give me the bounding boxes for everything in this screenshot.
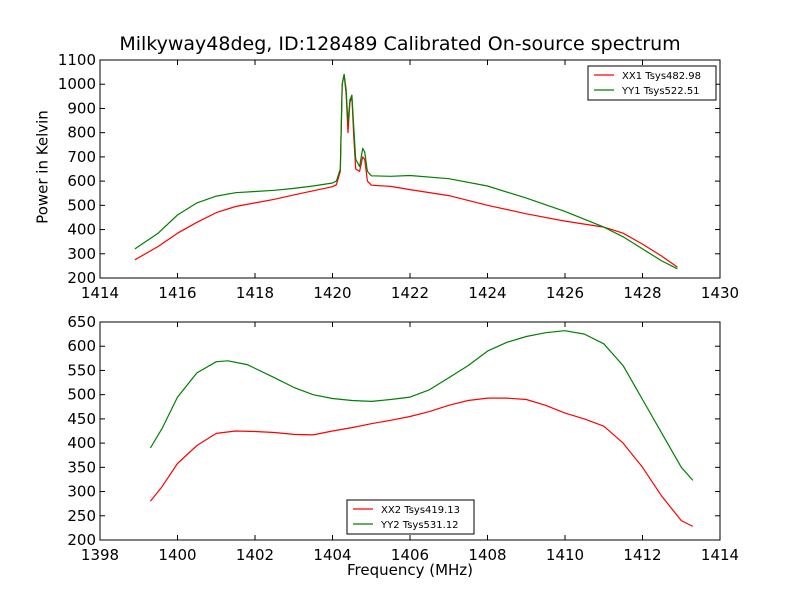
x-tick-label: 1406	[391, 546, 429, 564]
x-tick-label: 1414	[701, 546, 739, 564]
y-tick-label: 650	[67, 313, 96, 331]
y-tick-label: 450	[67, 410, 96, 428]
legend-label-0: XX2 Tsys419.13	[381, 505, 460, 516]
y-tick-label: 250	[67, 507, 96, 525]
y-tick-label: 600	[67, 172, 96, 190]
y-tick-label: 800	[67, 124, 96, 142]
y-tick-label: 500	[67, 386, 96, 404]
x-tick-label: 1398	[81, 546, 119, 564]
x-tick-label: 1404	[313, 546, 351, 564]
y-tick-label: 1000	[58, 75, 96, 93]
y-tick-label: 200	[67, 269, 96, 287]
y-tick-label: 400	[67, 221, 96, 239]
x-tick-label: 1408	[468, 546, 506, 564]
top-axes: 1414 1416 1418 1420 1422 1424 1426 1428 1430 200 3…	[58, 51, 739, 302]
y-tick-label: 1100	[58, 51, 96, 69]
y-tick-label: 700	[67, 148, 96, 166]
y-tick-label: 200	[67, 531, 96, 549]
y-tick-label: 550	[67, 361, 96, 379]
x-tick-label: 1428	[623, 284, 661, 302]
legend-label-1: YY2 Tsys531.12	[380, 520, 459, 531]
x-tick-label: 1414	[81, 284, 119, 302]
x-tick-label: 1430	[701, 284, 739, 302]
x-axis-label: Frequency (MHz)	[346, 561, 474, 579]
x-tick-label: 1420	[313, 284, 351, 302]
y-tick-label: 350	[67, 458, 96, 476]
legend-box	[587, 65, 717, 101]
bottom-axes: 1398 1400 1402 1404 1406 1408 1410 1412 1414 200 2…	[67, 313, 739, 564]
chart-title: Milkyway48deg, ID:128489 Calibrated On-s…	[119, 33, 681, 55]
series-line-1	[149, 330, 694, 481]
y-tick-label: 500	[67, 196, 96, 214]
x-tick-label: 1426	[546, 284, 584, 302]
x-tick-label: 1412	[623, 546, 661, 564]
series-line-0	[134, 73, 678, 268]
x-tick-label: 1416	[158, 284, 196, 302]
x-tick-label: 1410	[546, 546, 584, 564]
legend-box	[346, 499, 475, 535]
series-line-0	[149, 397, 694, 527]
series-line-1	[134, 73, 678, 270]
y-tick-label: 300	[67, 245, 96, 263]
x-tick-label: 1400	[158, 546, 196, 564]
x-tick-label: 1422	[391, 284, 429, 302]
y-axis-label: Power in Kelvin	[33, 110, 52, 224]
legend-label-0: XX1 Tsys482.98	[622, 71, 701, 82]
x-tick-label: 1424	[468, 284, 506, 302]
y-tick-label: 900	[67, 99, 96, 117]
y-tick-label: 600	[67, 337, 96, 355]
x-tick-label: 1402	[236, 546, 274, 564]
legend-label-1: YY1 Tsys522.51	[621, 86, 700, 97]
y-tick-label: 400	[67, 434, 96, 452]
x-tick-label: 1418	[236, 284, 274, 302]
y-tick-label: 300	[67, 483, 96, 501]
